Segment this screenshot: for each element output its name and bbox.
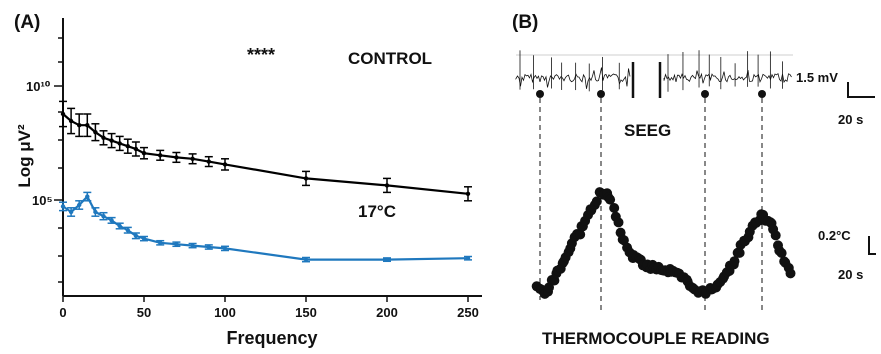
data-point [465, 256, 471, 261]
data-point [125, 228, 130, 233]
panel-b-label: (B) [512, 12, 538, 33]
data-point [174, 242, 179, 247]
data-point [141, 151, 147, 156]
thermo-dot [785, 268, 796, 279]
data-point [141, 236, 147, 241]
thermo-dot [776, 248, 787, 258]
x-tick-label: 100 [214, 305, 236, 320]
data-point [206, 244, 211, 250]
data-point [117, 141, 122, 146]
thermo-dot [613, 217, 624, 228]
thermo-scale-bar [868, 236, 876, 255]
seeg-label: SEEG [624, 121, 671, 140]
data-point [133, 233, 139, 238]
x-tick-label: 250 [457, 305, 479, 320]
series-control [59, 100, 472, 202]
thermo-scale-amplitude: 0.2°C [818, 228, 851, 243]
data-point [125, 144, 130, 149]
data-point [68, 118, 74, 124]
seeg-scale-bar [847, 82, 875, 98]
data-point [85, 194, 90, 199]
data-point [190, 243, 195, 248]
seeg-markers [536, 90, 766, 98]
x-tick-label: 50 [137, 305, 151, 320]
data-point [101, 214, 106, 219]
data-point [158, 153, 163, 158]
thermo-dot [605, 194, 616, 205]
series-line [62, 194, 469, 261]
x-tick-label: 150 [295, 305, 317, 320]
thermo-dot [729, 256, 740, 267]
data-point [158, 240, 163, 245]
data-point [77, 123, 82, 128]
data-point [222, 162, 228, 167]
data-point [60, 204, 66, 209]
y-axis-label: Log μV² [15, 124, 34, 188]
seeg-marker [536, 90, 544, 98]
series-line [62, 113, 469, 195]
x-axis-label: Frequency [226, 328, 317, 348]
legend-label-17c: 17°C [358, 202, 396, 221]
y-tick-label-1e10: 10¹⁰ [26, 79, 51, 94]
thermo-dot [575, 229, 586, 240]
seeg-scale-time: 20 s [838, 112, 863, 127]
data-point [109, 138, 114, 143]
thermocouple-label: THERMOCOUPLE READING [542, 329, 770, 348]
series-layer [59, 100, 472, 263]
data-point [303, 176, 309, 181]
series-17c [59, 191, 472, 263]
data-point [206, 159, 211, 164]
data-point [174, 155, 179, 160]
seeg-scale-amplitude: 1.5 mV [796, 70, 838, 85]
panel-b: (B) SEEG 1.5 mV 20 s 0.2°C 20 s [512, 12, 876, 348]
data-point [109, 218, 114, 223]
data-point [384, 183, 390, 188]
legend-label-control: CONTROL [348, 49, 432, 68]
thermo-dot [609, 203, 620, 213]
thermo-scale-time: 20 s [838, 267, 863, 282]
data-point [101, 135, 106, 140]
y-axis-minor-ticks [54, 37, 63, 283]
seeg-marker [758, 90, 766, 98]
alignment-lines [539, 98, 763, 312]
data-point [465, 191, 471, 196]
data-point [190, 156, 195, 161]
data-point [93, 130, 98, 135]
data-point [222, 246, 228, 251]
x-axis-ticks: 0 50 100 150 200 250 [59, 296, 479, 320]
panel-a-label: (A) [14, 12, 40, 33]
data-point [60, 111, 66, 117]
data-point [133, 146, 139, 152]
data-point [303, 257, 309, 262]
data-point [68, 209, 74, 215]
data-point [93, 209, 98, 215]
data-point [117, 223, 122, 229]
thermo-dot [591, 196, 602, 207]
seeg-marker [597, 90, 605, 98]
seeg-marker [701, 90, 709, 98]
y-tick-label-1e5: 10⁵ [32, 193, 53, 208]
thermo-dot [734, 247, 745, 258]
data-point [384, 257, 390, 262]
x-tick-label: 0 [59, 305, 66, 320]
data-point [85, 123, 90, 128]
seeg-trace [515, 50, 792, 92]
significance-marker: **** [247, 45, 275, 65]
data-point [77, 202, 82, 208]
panel-a: (A) 10¹⁰ 10⁵ Log μV² Frequency 0 50 100 150… [14, 12, 482, 348]
x-tick-label: 200 [376, 305, 398, 320]
thermo-dot [770, 230, 781, 241]
thermocouple-trace [531, 187, 796, 299]
